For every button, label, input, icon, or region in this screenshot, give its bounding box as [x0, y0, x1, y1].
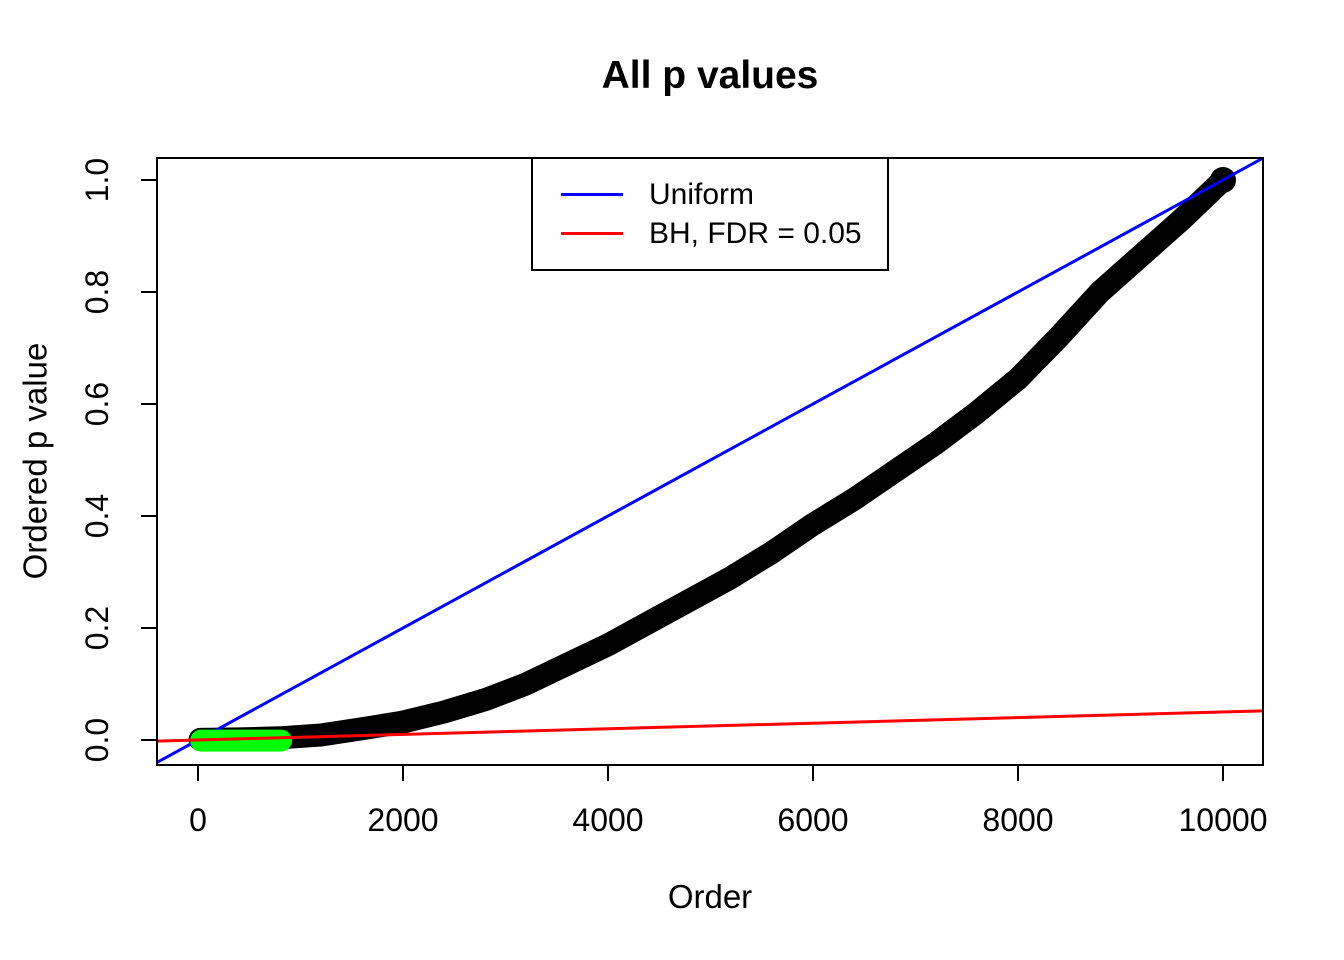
legend-line-uniform	[561, 193, 623, 196]
x-tick-label: 8000	[982, 802, 1053, 838]
x-axis-title: Order	[667, 878, 753, 915]
x-tick-label: 0	[189, 802, 207, 838]
y-axis-title: Ordered p value	[16, 342, 54, 580]
series-3-line	[156, 709, 1264, 743]
legend-label-uniform: Uniform	[649, 177, 755, 211]
legend-line-bh	[561, 232, 623, 235]
x-tick-label: 4000	[572, 802, 643, 838]
series-1-line	[156, 156, 1264, 764]
legend-item-uniform: Uniform	[561, 177, 887, 211]
legend-label-bh: BH, FDR = 0.05	[649, 216, 862, 250]
legend-box: Uniform BH, FDR = 0.05	[531, 157, 889, 271]
series-0-curve	[188, 168, 1235, 751]
y-tick-label: 1.0	[79, 158, 115, 202]
x-tick-label: 2000	[367, 802, 438, 838]
y-tick-label: 0.8	[79, 270, 115, 314]
chart-title: All p values	[601, 54, 819, 97]
x-tick-label: 10000	[1179, 802, 1268, 838]
x-tick-label: 6000	[777, 802, 848, 838]
y-tick-label: 0.6	[79, 382, 115, 426]
y-tick-label: 0.0	[79, 718, 115, 762]
y-tick-label: 0.2	[79, 606, 115, 650]
y-tick-label: 0.4	[79, 494, 115, 538]
legend-item-bh: BH, FDR = 0.05	[561, 216, 887, 250]
